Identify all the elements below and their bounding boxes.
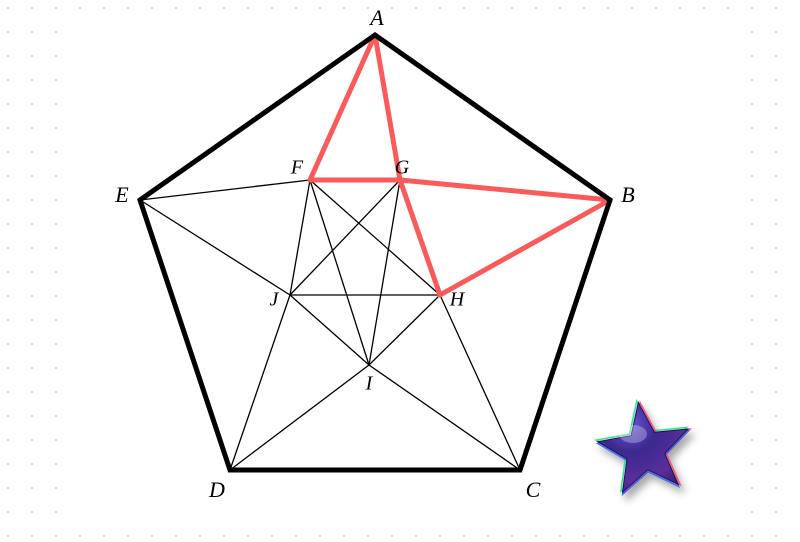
vertex-label-e: E — [115, 182, 128, 208]
diagram-canvas: A B C D E F G H I J — [0, 0, 800, 542]
glossy-star-icon — [0, 0, 800, 542]
vertex-label-f: F — [291, 157, 303, 180]
vertex-label-a: A — [370, 5, 383, 31]
vertex-label-h: H — [450, 289, 464, 312]
vertex-label-j: J — [270, 289, 279, 312]
vertex-label-b: B — [621, 182, 634, 208]
vertex-label-i: I — [366, 373, 373, 396]
vertex-label-d: D — [209, 477, 225, 503]
vertex-label-c: C — [526, 477, 541, 503]
vertex-label-g: G — [395, 157, 409, 180]
